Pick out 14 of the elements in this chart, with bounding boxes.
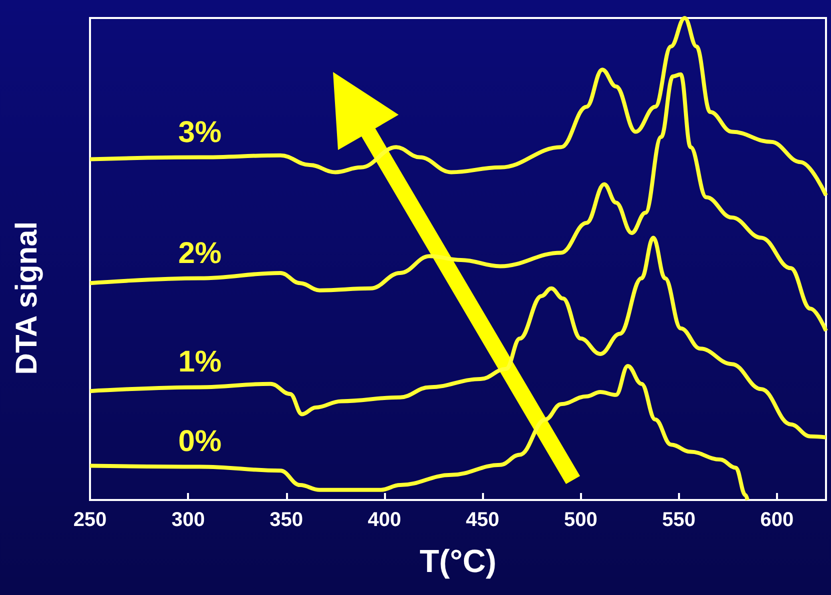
x-tick-label: 600 bbox=[760, 509, 794, 531]
x-tick-label: 300 bbox=[171, 509, 205, 531]
x-axis-title: T(°C) bbox=[420, 543, 496, 579]
x-tick-label: 500 bbox=[564, 509, 598, 531]
series-label: 3% bbox=[178, 116, 222, 149]
x-tick-label: 450 bbox=[466, 509, 500, 531]
y-axis-title: DTA signal bbox=[10, 221, 44, 375]
series-label: 2% bbox=[178, 236, 222, 270]
x-tick-label: 550 bbox=[662, 509, 696, 531]
series-label: 0% bbox=[178, 425, 222, 458]
series-label: 1% bbox=[178, 346, 222, 379]
x-tick-label: 400 bbox=[368, 509, 402, 531]
x-tick-label: 250 bbox=[73, 509, 107, 531]
x-tick-label: 350 bbox=[270, 509, 303, 531]
